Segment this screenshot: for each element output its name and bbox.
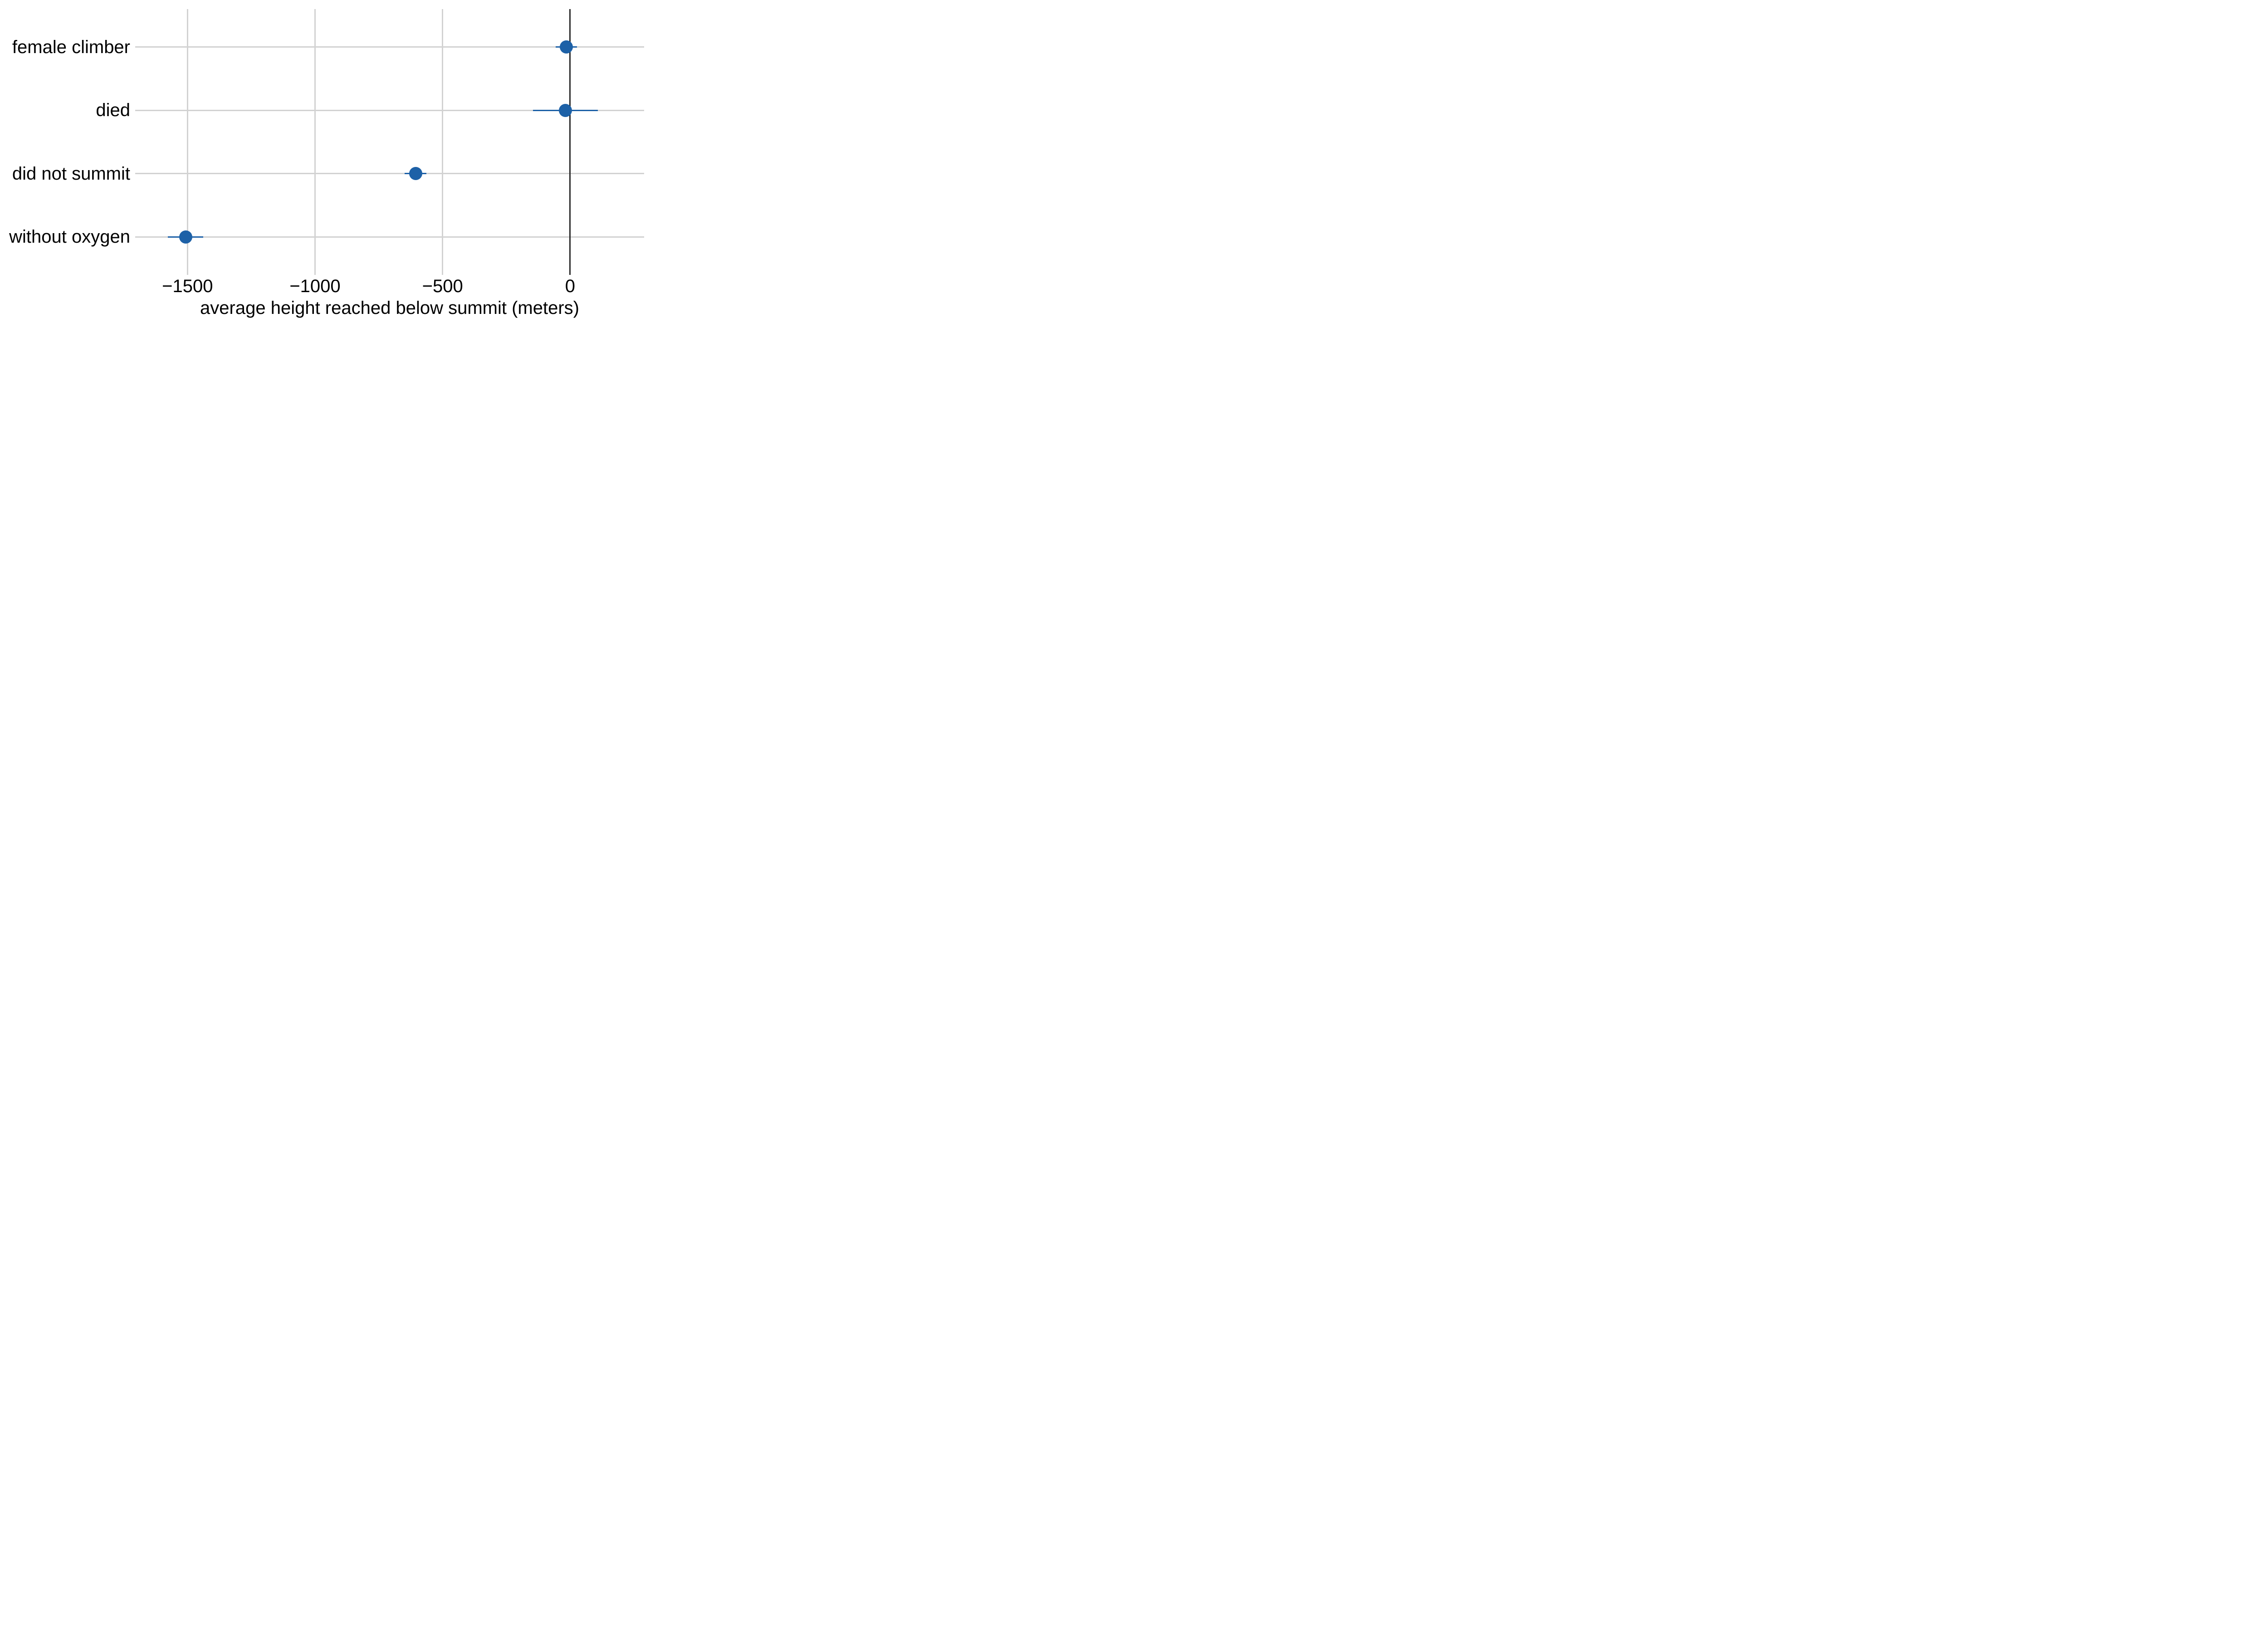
x-axis-title: average height reached below summit (met…	[200, 298, 579, 318]
category-label: did not summit	[12, 163, 130, 184]
vertical-gridline	[314, 9, 316, 275]
zero-reference-line	[569, 9, 571, 275]
estimate-point	[559, 40, 573, 54]
horizontal-gridline	[135, 236, 644, 238]
estimate-point	[409, 167, 422, 181]
category-label: died	[96, 100, 130, 121]
x-tick-label: −1000	[289, 276, 341, 296]
horizontal-gridline	[135, 109, 644, 111]
coefficient-plot: female climber died did not summit without …	[0, 0, 653, 327]
category-label: female climber	[12, 37, 130, 57]
estimate-point	[559, 103, 572, 117]
plot-panel	[135, 9, 644, 275]
horizontal-gridline	[135, 173, 644, 175]
horizontal-gridline	[135, 46, 644, 48]
x-tick-label: 0	[565, 276, 576, 296]
x-tick-label: −1500	[162, 276, 213, 296]
estimate-point	[179, 230, 192, 244]
vertical-gridline	[186, 9, 188, 275]
vertical-gridline	[442, 9, 444, 275]
x-tick-label: −500	[422, 276, 463, 296]
category-label: without oxygen	[9, 227, 130, 247]
